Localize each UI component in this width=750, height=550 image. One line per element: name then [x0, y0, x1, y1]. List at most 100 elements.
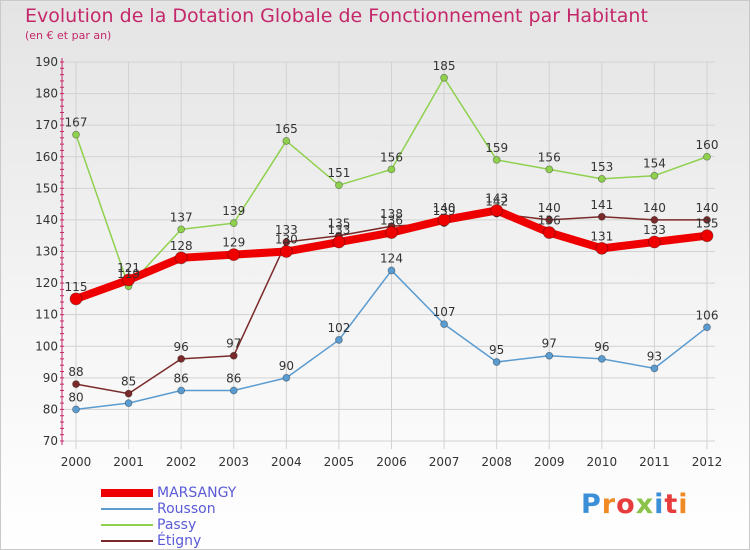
data-point-marsangy [122, 273, 135, 287]
x-tick-label: 2011 [639, 455, 670, 469]
x-tick-label: 2003 [218, 455, 249, 469]
data-point-marsangy [385, 226, 398, 239]
data-label-etigny: 138 [380, 207, 403, 221]
legend-label-passy: Passy [157, 517, 197, 533]
data-point-rousson [597, 354, 606, 363]
data-label-passy: 160 [696, 138, 719, 152]
data-point-etigny [177, 354, 186, 363]
data-label-rousson: 106 [696, 308, 719, 322]
y-tick-label: 140 [35, 213, 58, 227]
data-label-rousson: 124 [380, 251, 403, 265]
y-tick-label: 120 [35, 276, 58, 290]
data-label-marsangy: 140 [433, 201, 456, 215]
data-point-marsangy [332, 235, 346, 249]
data-label-marsangy: 133 [327, 223, 350, 237]
x-tick-label: 2006 [376, 455, 407, 469]
data-label-etigny: 133 [275, 223, 298, 237]
data-point-marsangy [648, 235, 661, 249]
legend-label-rousson: Rousson [157, 501, 216, 517]
data-label-marsangy: 128 [170, 239, 193, 253]
data-label-passy: 167 [65, 116, 88, 130]
y-tick-label: 70 [43, 434, 58, 448]
data-label-marsangy: 136 [538, 214, 561, 228]
data-point-marsangy [437, 213, 451, 227]
y-tick-label: 130 [35, 245, 58, 259]
data-point-marsangy [542, 226, 556, 239]
data-label-passy: 153 [590, 160, 613, 174]
legend-swatch-rousson [101, 508, 153, 510]
data-label-marsangy: 143 [485, 191, 508, 205]
legend-label-marsangy: MARSANGY [157, 485, 237, 501]
data-point-marsangy [595, 241, 609, 255]
data-point-rousson [387, 266, 396, 275]
data-point-rousson [703, 323, 711, 332]
data-point-passy [177, 225, 186, 234]
y-tick-label: 80 [43, 402, 58, 416]
chart-subtitle: (en € et par an) [25, 29, 112, 42]
data-point-marsangy [700, 229, 714, 243]
data-point-rousson [440, 320, 448, 329]
x-tick-label: 2008 [481, 455, 512, 469]
y-tick-label: 150 [35, 181, 58, 195]
data-label-marsangy: 130 [275, 233, 298, 247]
y-tick-label: 100 [35, 339, 58, 353]
y-tick-label: 180 [35, 87, 58, 101]
data-label-marsangy: 129 [222, 236, 245, 250]
x-tick-label: 2000 [61, 455, 92, 469]
data-point-rousson [492, 358, 501, 366]
x-tick-label: 2010 [587, 455, 618, 469]
data-label-rousson: 86 [174, 371, 189, 385]
data-point-etigny [229, 351, 238, 360]
data-label-etigny: 140 [696, 201, 719, 215]
data-label-passy: 159 [485, 141, 508, 155]
data-point-passy [597, 174, 606, 183]
logo-letter: t [664, 489, 679, 520]
data-label-etigny: 140 [538, 201, 561, 215]
data-label-etigny: 96 [174, 340, 189, 354]
logo-letter: i [654, 489, 665, 520]
data-point-marsangy [490, 204, 504, 217]
data-label-passy: 185 [433, 59, 456, 73]
data-point-passy [387, 165, 396, 174]
y-tick-label: 190 [35, 55, 58, 69]
data-label-passy: 139 [222, 204, 245, 218]
data-point-passy [440, 73, 448, 82]
logo-letter: o [616, 489, 636, 520]
data-point-passy [492, 156, 501, 164]
data-point-etigny [703, 216, 711, 224]
data-label-passy: 154 [643, 157, 666, 171]
x-tick-label: 2001 [113, 455, 144, 469]
data-label-rousson: 95 [489, 343, 504, 357]
data-label-rousson: 93 [647, 349, 662, 363]
data-label-passy: 151 [327, 166, 350, 180]
data-label-passy: 165 [275, 122, 298, 136]
x-tick-label: 2005 [324, 455, 355, 469]
x-tick-label: 2004 [271, 455, 302, 469]
data-label-rousson: 86 [226, 371, 241, 385]
y-tick-label: 170 [35, 118, 58, 132]
data-label-rousson: 107 [433, 305, 456, 319]
data-label-etigny: 135 [327, 217, 350, 231]
data-label-marsangy: 133 [643, 223, 666, 237]
data-label-marsangy: 115 [65, 280, 88, 294]
y-tick-label: 90 [43, 371, 58, 385]
data-point-etigny [545, 216, 554, 224]
data-label-marsangy: 131 [590, 229, 613, 243]
data-point-passy [703, 152, 711, 161]
data-point-passy [650, 171, 659, 180]
data-point-marsangy [227, 248, 241, 262]
data-point-etigny [597, 212, 606, 221]
logo-letter: x [635, 489, 655, 520]
x-tick-label: 2012 [692, 455, 723, 469]
data-point-marsangy [69, 292, 83, 306]
data-label-etigny: 85 [121, 375, 136, 389]
data-label-etigny: 88 [68, 365, 83, 379]
data-label-etigny: 141 [590, 198, 613, 212]
data-label-rousson: 102 [327, 321, 350, 335]
data-point-etigny [124, 389, 133, 398]
data-point-rousson [72, 405, 80, 414]
data-point-rousson [335, 336, 343, 344]
y-tick-label: 160 [35, 150, 58, 164]
legend-swatch-etigny [101, 540, 153, 542]
